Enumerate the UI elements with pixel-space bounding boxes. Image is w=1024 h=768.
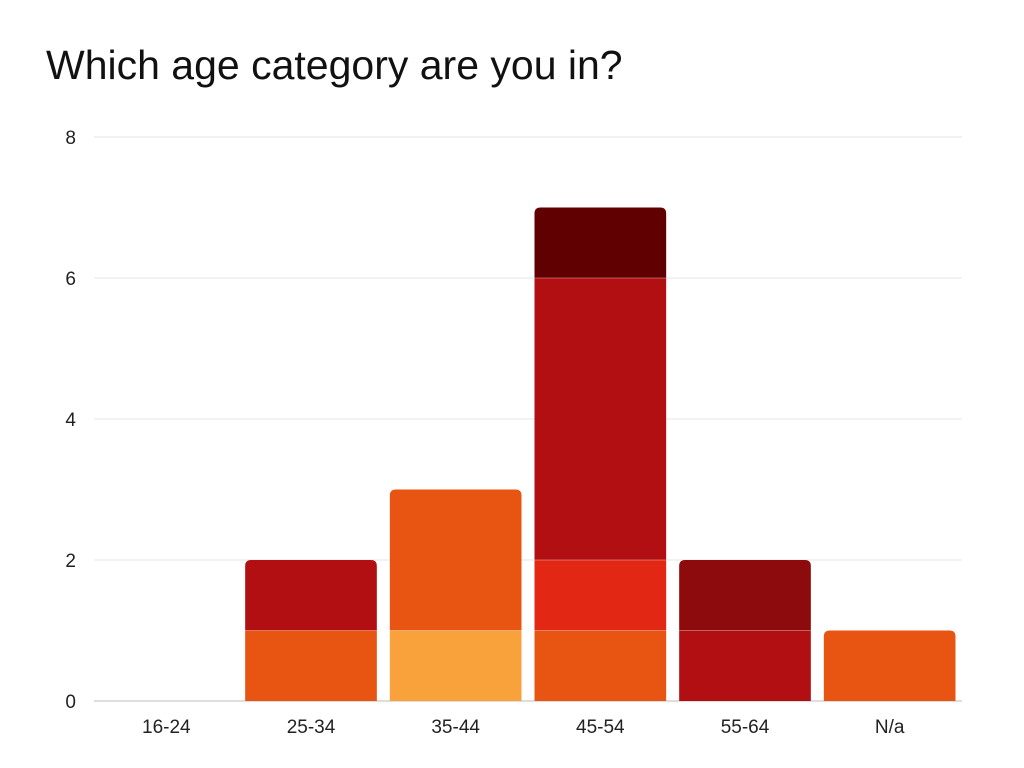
bar-segment-45-54 [534, 207, 667, 278]
bars [245, 207, 956, 701]
bar-segment-55-64 [679, 630, 811, 701]
x-axis-ticks: 16-24 25-34 35-44 45-54 55-64 N/a [142, 717, 905, 738]
bar-segment-55-64 [679, 560, 811, 631]
bar-segment-45-54 [534, 560, 667, 631]
x-tick-label: 25-34 [287, 717, 336, 738]
y-tick-label: 4 [65, 410, 76, 431]
bar-segment-45-54 [534, 278, 667, 560]
bar-segment-25-34 [245, 630, 377, 701]
x-tick-label: 16-24 [142, 717, 191, 738]
y-tick-label: 6 [65, 269, 76, 290]
bar-segment-45-54 [534, 630, 667, 701]
x-tick-label: 35-44 [431, 717, 480, 738]
y-axis-ticks: 0 2 4 6 8 [65, 128, 76, 713]
bar-segment-35-44 [389, 489, 522, 631]
bar-segment-N/a [823, 630, 956, 701]
y-tick-label: 8 [65, 128, 76, 149]
x-tick-label: N/a [875, 717, 905, 738]
y-tick-label: 2 [65, 551, 76, 572]
y-tick-label: 0 [65, 692, 76, 713]
chart-title: Which age category are you in? [46, 42, 623, 88]
x-tick-label: 45-54 [576, 717, 625, 738]
x-tick-label: 55-64 [721, 717, 770, 738]
gridlines [94, 136, 962, 702]
bar-segment-25-34 [245, 560, 377, 631]
bar-segment-35-44 [389, 630, 522, 701]
